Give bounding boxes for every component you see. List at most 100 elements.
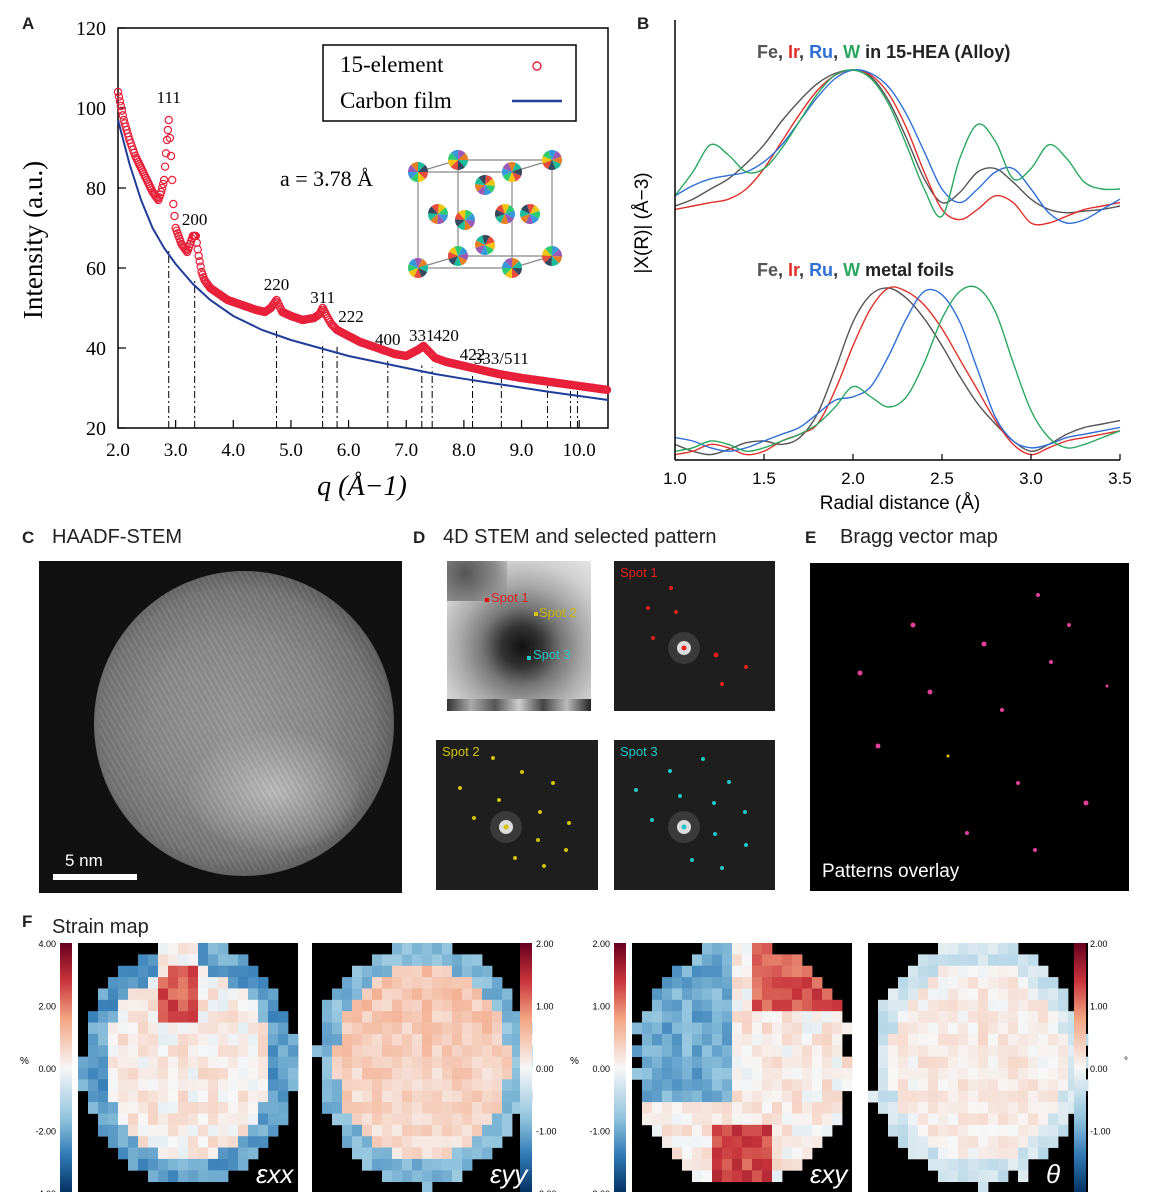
strain-pixel [652,1102,663,1114]
x-tick-label-a: 10.0 [563,440,596,461]
strain-pixel [998,1170,1009,1183]
strain-pixel [652,1090,663,1103]
strain-pixel [702,1068,713,1080]
strain-pixel [412,1045,423,1058]
colorbar-tick-label: 4.00 [38,939,56,949]
strain-pixel [432,1158,443,1171]
lattice-annotation: a = 3.78 Å [280,166,373,191]
strain-pixel [812,1124,823,1137]
strain-pixel [722,943,733,955]
strain-pixel [208,1079,219,1092]
strain-pixel [742,1124,753,1137]
strain-pixel [362,965,373,978]
strain-pixel [352,1079,363,1092]
strain-pixel [812,999,823,1012]
strain-pixel [908,1045,919,1058]
strain-pixel [228,999,239,1012]
strain-pixel [138,1124,149,1137]
strain-pixel [1008,977,1019,989]
strain-pixel [888,1124,899,1137]
strain-pixel [352,1056,363,1069]
strain-pixel [958,1147,969,1160]
strain-pixel [752,1045,763,1058]
data-point-15-element [118,111,128,120]
strain-pixel [732,1113,743,1126]
strain-pixel [352,1045,363,1058]
strain-pixel [652,1113,663,1126]
strain-pixel [832,1056,843,1069]
strain-pixel [168,954,179,967]
strain-pixel [258,1011,269,1023]
strain-pixel [238,999,249,1012]
strain-pixel [782,1033,793,1046]
strain-pixel [98,1011,109,1023]
strain-pixel [512,1102,523,1114]
strain-pixel [988,1102,999,1114]
strain-pixel [402,1033,413,1046]
strain-pixel [352,1113,363,1126]
strain-pixel [208,1022,219,1035]
strain-pixel [652,1033,663,1046]
strain-pixel [168,1011,179,1023]
strain-pixel [158,1033,169,1046]
strain-pixel [672,1045,683,1058]
strain-pixel [442,1068,453,1080]
strain-pixel [762,1113,773,1126]
strain-pixel [762,999,773,1012]
strain-pixel [402,1124,413,1137]
strain-pixel [352,1102,363,1114]
strain-pixel [1028,1056,1039,1069]
strain-pixel [1038,1113,1049,1126]
x-tick-label-b: 2.0 [841,469,865,488]
strain-pixel [958,1136,969,1148]
strain-pixel [1008,1079,1019,1092]
strain-pixel [178,1068,189,1080]
strain-pixel [372,1079,383,1092]
strain-pixel [722,1068,733,1080]
strain-pixel [392,1090,403,1103]
strain-pixel [928,1011,939,1023]
colorbar-tick-label: 2.00 [592,939,610,949]
strain-pixel [188,1045,199,1058]
strain-pixel [258,1124,269,1137]
strain-pixel [908,1022,919,1035]
strain-pixel [988,1068,999,1080]
panel-title-d: 4D STEM and selected pattern [443,526,717,548]
strain-pixel [452,1056,463,1069]
atom-icon [502,258,523,278]
strain-pixel [1048,1045,1059,1058]
strain-pixel [188,1158,199,1171]
atom-icon [542,150,562,170]
strain-pixel [342,1079,353,1092]
strain-pixel [218,1033,229,1046]
strain-pixel [978,965,989,978]
strain-pixel [382,1136,393,1148]
strain-pixel [878,1102,889,1114]
strain-pixel [1068,1033,1079,1046]
strain-pixel [218,1079,229,1092]
strain-pixel [712,1022,723,1035]
strain-pixel [392,988,403,1001]
strain-pixel [722,1124,733,1137]
strain-pixel [682,1113,693,1126]
strain-pixel [452,1090,463,1103]
strain-pixel [832,1102,843,1114]
strain-pixel [702,977,713,989]
strain-pixel [472,1045,483,1058]
strain-pixel [1048,1033,1059,1046]
strain-pixel [492,977,503,989]
strain-pixel [742,1102,753,1114]
strain-pixel [208,1170,219,1183]
panel-letter-a: A [22,14,35,33]
strain-pixel [482,1102,493,1114]
strain-pixel [342,977,353,989]
strain-pixel [998,1113,1009,1126]
strain-pixel [998,988,1009,1001]
strain-pixel [352,1124,363,1137]
strain-pixel [842,1079,853,1092]
strain-pixel [968,1124,979,1137]
strain-pixel [1058,1056,1069,1069]
panel-letter-d: D [413,528,426,547]
strain-pixel [978,999,989,1012]
